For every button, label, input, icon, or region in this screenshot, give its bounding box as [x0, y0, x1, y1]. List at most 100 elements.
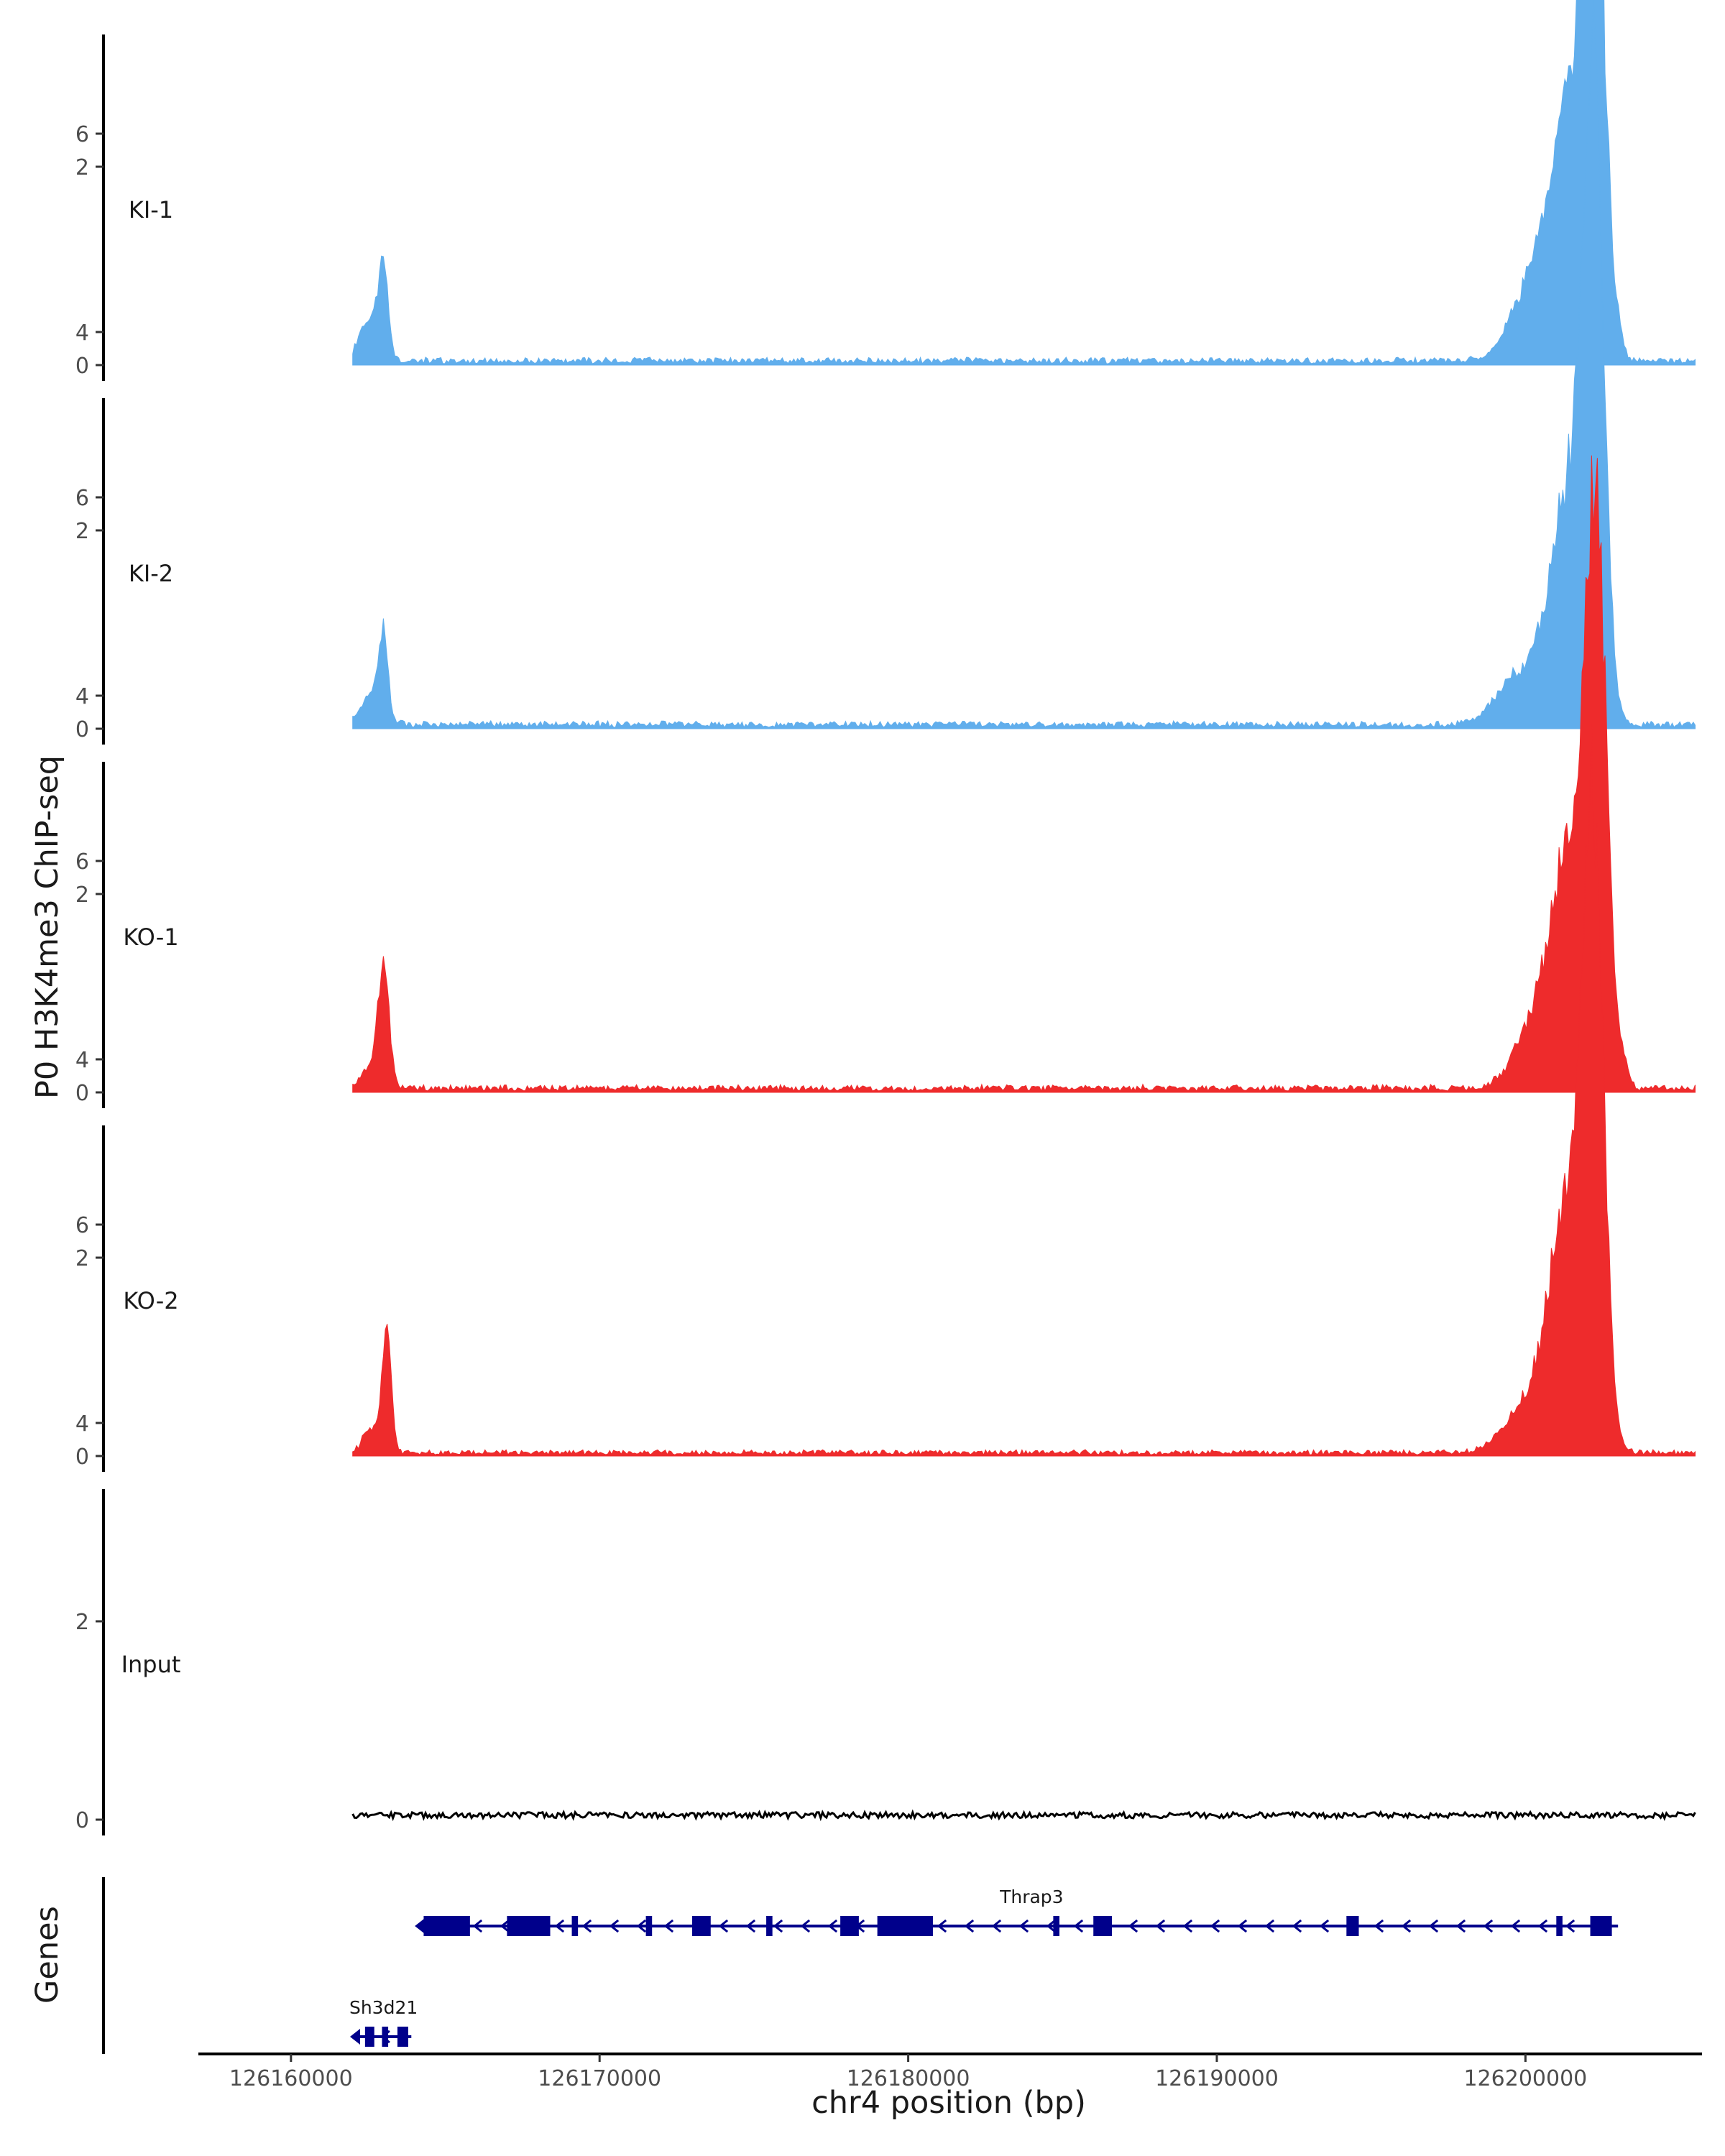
- strand-arrow: [827, 1919, 838, 1933]
- strand-arrow: [1319, 1919, 1330, 1933]
- strand-arrow: [718, 1919, 729, 1933]
- y-tick-label: 0: [75, 1445, 89, 1470]
- signal-line: [351, 1809, 1696, 1822]
- strand-arrow: [581, 1919, 592, 1933]
- gene-exon: [645, 1916, 653, 1936]
- strand-arrow: [1455, 1919, 1466, 1933]
- strand-arrow: [964, 1919, 975, 1933]
- strand-arrow: [554, 1919, 565, 1933]
- track-ki-1: 0 2 4 6 KI-1: [75, 0, 1696, 381]
- x-tick-label: 126180000: [847, 2066, 970, 2091]
- y-tick-label: 2: [75, 1246, 89, 1271]
- signal-tracks: 0246KI-10246KI-20246KO-10246KO-20246Inpu…: [75, 0, 1696, 1835]
- gene-annotation-panel: Thrap3 Sh3d21: [102, 1877, 1619, 2054]
- gene-exon: [507, 1916, 551, 1936]
- x-tick-label: 126190000: [1155, 2066, 1279, 2091]
- y-tick-label: 2: [75, 519, 89, 544]
- strand-arrow: [937, 1919, 947, 1933]
- track-ko-2: 0 2 4 6 KO-2: [75, 724, 1696, 1472]
- y-tick-label: 0: [75, 354, 89, 379]
- strand-arrow: [800, 1919, 811, 1933]
- gene-exon: [571, 1916, 579, 1936]
- strand-arrow: [1128, 1919, 1138, 1933]
- strand-arrow: [609, 1919, 620, 1933]
- y-tick-label: 2: [75, 883, 89, 908]
- y-tick-label: 6: [75, 1213, 89, 1238]
- strand-arrow: [1565, 1919, 1576, 1933]
- gene-exon: [397, 2027, 408, 2047]
- strand-arrow: [1510, 1919, 1521, 1933]
- track-label: KO-1: [123, 923, 178, 951]
- strand-arrow: [991, 1919, 1002, 1933]
- track-label: KI-2: [129, 560, 173, 587]
- signal-area: [352, 0, 1696, 366]
- gene-exon: [1053, 1916, 1059, 1936]
- signal-area: [352, 724, 1696, 1457]
- y-tick-label: 4: [75, 1411, 89, 1437]
- strand-arrow: [1264, 1919, 1275, 1933]
- strand-arrow: [1182, 1919, 1193, 1933]
- y-tick-label: 0: [75, 1081, 89, 1106]
- x-tick-label: 126160000: [229, 2066, 353, 2091]
- x-axis: 126160000 126170000 126180000 126190000 1262…: [198, 2053, 1702, 2091]
- track-ko-1: 0 2 4 6 KO-1: [75, 455, 1696, 1108]
- y-tick-label: 4: [75, 321, 89, 346]
- signal-area: [352, 455, 1696, 1093]
- gene-exon: [423, 1916, 470, 1936]
- track-label: KI-1: [129, 196, 173, 224]
- strand-end-arrow: [415, 1918, 426, 1934]
- strand-arrow: [1210, 1919, 1220, 1933]
- strand-arrow: [745, 1919, 756, 1933]
- x-tick-label: 126200000: [1463, 2066, 1587, 2091]
- x-tick-label: 126170000: [538, 2066, 661, 2091]
- strand-arrow: [663, 1919, 674, 1933]
- strand-arrow: [1018, 1919, 1029, 1933]
- genes-axis-title: Genes: [29, 1906, 65, 2004]
- gene-exon: [1346, 1916, 1359, 1936]
- y-tick-label: 6: [75, 849, 89, 875]
- strand-arrow: [1428, 1919, 1439, 1933]
- y-tick-label: 6: [75, 486, 89, 511]
- strand-arrow: [1374, 1919, 1384, 1933]
- y-tick-label: 2: [75, 1610, 89, 1635]
- gene-name-label: Thrap3: [999, 1886, 1064, 1907]
- gene-thrap3: Thrap3: [415, 1886, 1619, 1936]
- strand-arrow: [500, 1919, 510, 1933]
- strand-arrow: [1046, 1919, 1057, 1933]
- gene-exon: [1093, 1916, 1112, 1936]
- gene-exon: [382, 2027, 389, 2047]
- strand-arrow: [1073, 1919, 1084, 1933]
- strand-arrow: [1537, 1919, 1548, 1933]
- track-ki-2: 0 2 4 6 KI-2: [75, 0, 1696, 745]
- y-tick-label: 4: [75, 684, 89, 709]
- strand-arrow: [472, 1919, 483, 1933]
- strand-arrow: [1237, 1919, 1248, 1933]
- gene-exon: [364, 2027, 374, 2047]
- strand-end-arrow: [349, 2029, 360, 2045]
- y-axis-title: P0 H3K4me3 ChIP-seq: [29, 755, 65, 1099]
- y-tick-label: 0: [75, 1808, 89, 1833]
- track-label: KO-2: [123, 1287, 178, 1314]
- y-tick-label: 0: [75, 717, 89, 742]
- y-tick-label: 2: [75, 155, 89, 180]
- strand-arrow: [1483, 1919, 1494, 1933]
- strand-arrow: [773, 1919, 783, 1933]
- gene-exon: [1556, 1916, 1563, 1936]
- gene-exon: [1590, 1916, 1612, 1936]
- y-tick-label: 6: [75, 122, 89, 147]
- signal-area: [352, 0, 1696, 729]
- gene-exon: [840, 1916, 859, 1936]
- track-label: Input: [121, 1651, 181, 1678]
- strand-arrow: [1155, 1919, 1166, 1933]
- strand-arrow: [1292, 1919, 1302, 1933]
- gene-exon: [766, 1916, 773, 1936]
- gene-sh3d21: Sh3d21: [349, 1997, 418, 2047]
- strand-arrow: [636, 1919, 647, 1933]
- gene-exon: [877, 1916, 933, 1936]
- gene-name-label: Sh3d21: [349, 1997, 418, 2018]
- track-input: 0 2 4 6 Input: [75, 1213, 1696, 1835]
- y-tick-label: 4: [75, 1048, 89, 1073]
- strand-arrow: [1401, 1919, 1412, 1933]
- x-axis-title: chr4 position (bp): [811, 2085, 1086, 2121]
